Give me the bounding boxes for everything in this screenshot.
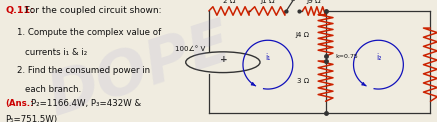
Text: J9 Ω: J9 Ω xyxy=(307,0,321,4)
Text: J4 Ω: J4 Ω xyxy=(295,32,309,38)
Text: P₂=1166.4W, P₃=432W &: P₂=1166.4W, P₃=432W & xyxy=(31,99,141,108)
Text: each branch.: each branch. xyxy=(25,85,82,94)
Text: DOPE: DOPE xyxy=(41,13,239,122)
Text: i₁: i₁ xyxy=(265,53,271,62)
Text: 2. Find the consumed power in: 2. Find the consumed power in xyxy=(17,66,151,75)
Text: (Ans.:: (Ans.: xyxy=(5,99,34,108)
Text: 1. Compute the complex value of: 1. Compute the complex value of xyxy=(17,28,162,37)
Text: +: + xyxy=(220,55,228,64)
Text: i₂: i₂ xyxy=(376,53,381,62)
Text: J1 Ω: J1 Ω xyxy=(260,0,275,4)
Text: P₅=751.5W): P₅=751.5W) xyxy=(5,115,57,122)
Text: currents i₁ & i₂: currents i₁ & i₂ xyxy=(25,48,87,57)
Text: 3 Ω: 3 Ω xyxy=(297,78,309,84)
Text: k=0.75: k=0.75 xyxy=(335,54,358,59)
Text: Q.11:: Q.11: xyxy=(5,6,34,15)
Text: k: k xyxy=(291,0,295,2)
Text: For the coupled circuit shown:: For the coupled circuit shown: xyxy=(25,6,162,15)
Text: 100∠° V: 100∠° V xyxy=(175,46,205,52)
Text: 2 Ω: 2 Ω xyxy=(223,0,235,4)
